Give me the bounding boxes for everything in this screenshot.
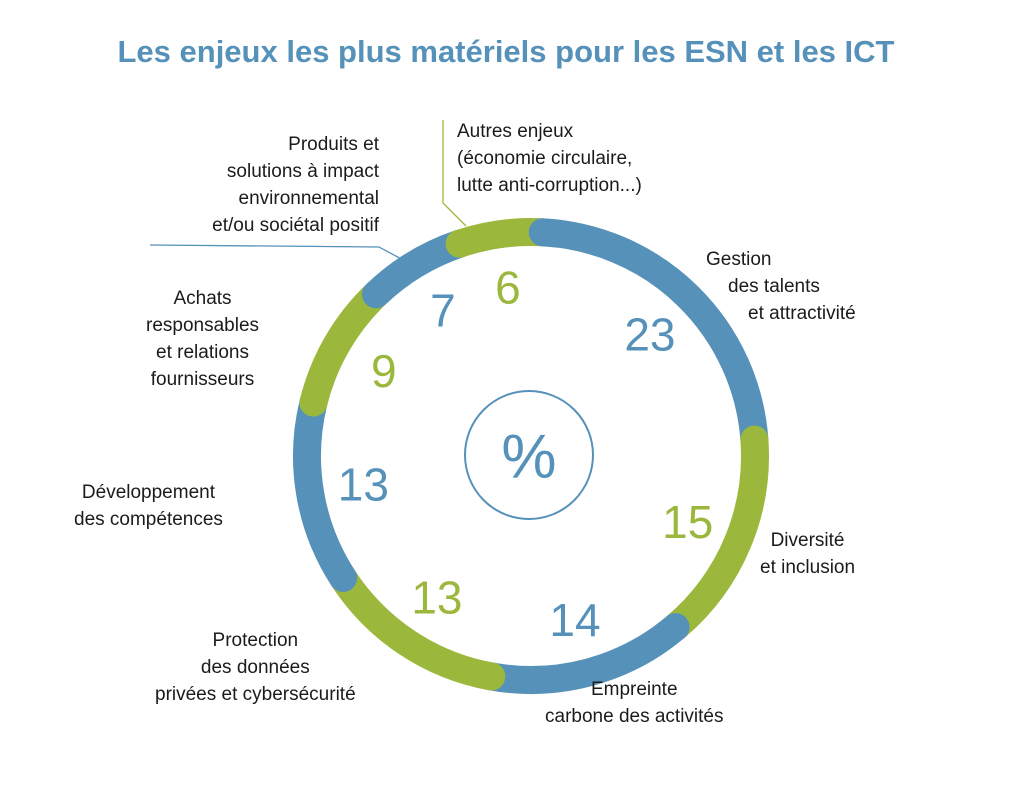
value-label-autres-enjeux: 6 [495,262,521,314]
segment-label-produits-solutions: Produits et solutions à impact environne… [212,134,379,236]
leader-line-autres-enjeux [442,120,467,227]
segment-label-autres-enjeux: Autres enjeux (économie circulaire, lutt… [457,121,642,196]
donut-segment-start-cap [528,218,573,248]
donut-segment-achats [299,280,390,417]
segment-label-empreinte-carbone: Empreinte carbone des activités [545,679,724,727]
donut-segment-empreinte [477,613,690,694]
value-label-developpement: 13 [338,458,389,510]
value-label-produits-et: 7 [430,285,456,337]
percent-unit-label: % [501,423,556,492]
donut-segment-developpement [293,388,358,592]
segment-label-gestion-des-talents: Gestion des talents et attractivité [706,249,856,324]
segment-label-protection-donnees: Protection des données privées et cybers… [155,630,356,705]
chart-title: Les enjeux les plus matériels pour les E… [117,34,895,69]
value-label-protection: 13 [411,572,462,624]
segment-label-developpement-competences: Développement des compétences [74,482,223,530]
donut-segment-protection [329,563,506,691]
value-label-empreinte: 14 [549,594,600,646]
center-circle [464,390,594,520]
leader-lines [149,120,467,263]
donut-segment-diversite [661,425,769,642]
value-label-achats: 9 [371,345,397,397]
value-label-diversite: 15 [662,496,713,548]
value-label-gestion: 23 [624,309,675,361]
donut-segment-gestion [528,218,769,454]
segment-label-diversite-inclusion: Diversité et inclusion [760,530,856,578]
segment-label-achats-responsables: Achats responsables et relations fournis… [146,288,260,390]
leader-line-produits-solutions [149,244,408,263]
donut-ring [293,218,769,694]
